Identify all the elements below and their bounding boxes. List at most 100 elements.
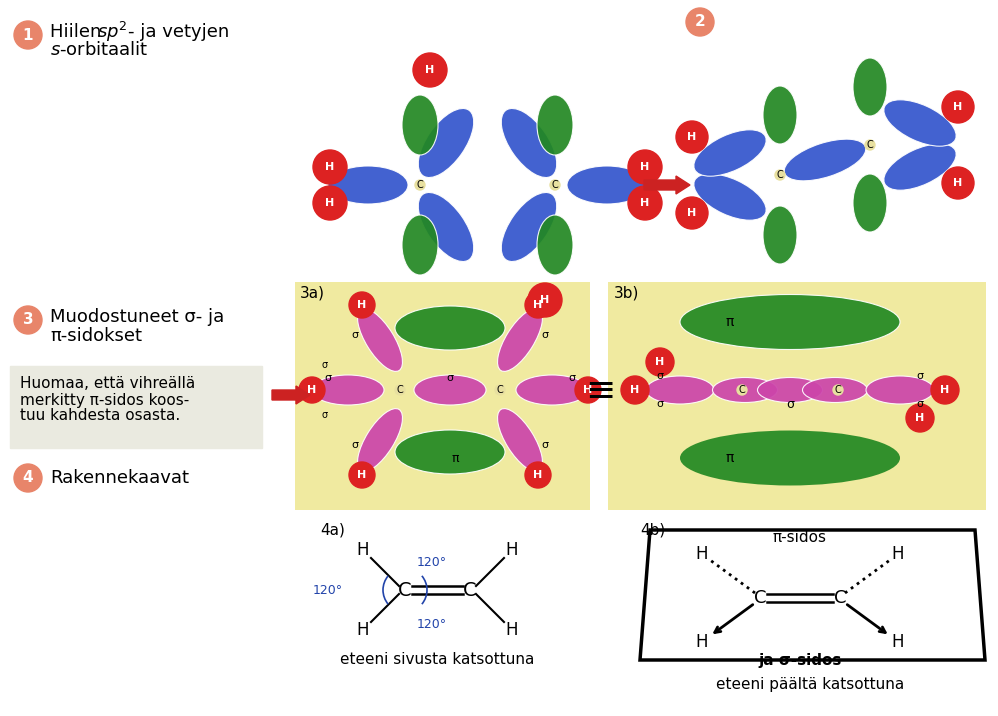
Circle shape bbox=[775, 170, 785, 180]
Ellipse shape bbox=[884, 144, 956, 190]
Text: Muodostuneet σ- ja: Muodostuneet σ- ja bbox=[50, 308, 225, 326]
Text: C: C bbox=[753, 589, 766, 607]
Ellipse shape bbox=[680, 294, 900, 349]
Ellipse shape bbox=[414, 375, 486, 405]
Ellipse shape bbox=[357, 409, 402, 471]
Text: π: π bbox=[726, 451, 735, 465]
Ellipse shape bbox=[784, 139, 865, 181]
Circle shape bbox=[942, 167, 974, 199]
Text: H: H bbox=[656, 357, 665, 367]
Text: σ: σ bbox=[322, 360, 328, 370]
Ellipse shape bbox=[680, 430, 900, 485]
Circle shape bbox=[942, 91, 974, 123]
Text: π-sidos: π-sidos bbox=[773, 531, 827, 546]
Ellipse shape bbox=[498, 409, 543, 471]
Text: H: H bbox=[506, 621, 518, 639]
Circle shape bbox=[931, 376, 959, 404]
Text: C: C bbox=[416, 180, 423, 190]
Text: 4b): 4b) bbox=[640, 523, 666, 538]
Text: H: H bbox=[688, 132, 697, 142]
Text: C: C bbox=[497, 385, 503, 395]
Text: H: H bbox=[953, 102, 963, 112]
Text: σ: σ bbox=[351, 330, 358, 340]
Text: ja σ-sidos: ja σ-sidos bbox=[758, 652, 841, 667]
Ellipse shape bbox=[567, 166, 647, 204]
Text: σ: σ bbox=[657, 371, 664, 381]
Ellipse shape bbox=[646, 376, 714, 404]
Ellipse shape bbox=[312, 375, 384, 405]
Ellipse shape bbox=[694, 174, 766, 221]
Text: σ: σ bbox=[542, 330, 549, 340]
Circle shape bbox=[14, 464, 42, 492]
Text: 3a): 3a) bbox=[300, 286, 325, 301]
Ellipse shape bbox=[328, 166, 408, 204]
Text: π: π bbox=[726, 315, 735, 329]
Text: H: H bbox=[356, 541, 369, 559]
Text: H: H bbox=[940, 385, 950, 395]
Ellipse shape bbox=[418, 108, 474, 178]
Circle shape bbox=[413, 53, 447, 87]
Circle shape bbox=[299, 377, 325, 403]
Circle shape bbox=[676, 121, 708, 153]
FancyBboxPatch shape bbox=[295, 282, 590, 510]
Circle shape bbox=[575, 377, 601, 403]
Ellipse shape bbox=[802, 377, 867, 402]
Ellipse shape bbox=[853, 58, 887, 116]
Ellipse shape bbox=[884, 100, 956, 146]
Text: Rakennekaavat: Rakennekaavat bbox=[50, 469, 189, 487]
Text: C: C bbox=[866, 140, 873, 150]
Circle shape bbox=[528, 283, 562, 317]
Ellipse shape bbox=[418, 193, 474, 261]
Text: C: C bbox=[739, 385, 746, 395]
Circle shape bbox=[349, 462, 375, 488]
Text: H: H bbox=[506, 541, 518, 559]
Ellipse shape bbox=[498, 309, 543, 372]
Text: Huomaa, että vihreällä: Huomaa, että vihreällä bbox=[20, 377, 196, 392]
Text: H: H bbox=[631, 385, 640, 395]
Text: tuu kahdesta osasta.: tuu kahdesta osasta. bbox=[20, 409, 181, 423]
Text: C: C bbox=[552, 180, 558, 190]
Text: H: H bbox=[892, 545, 904, 563]
Circle shape bbox=[906, 404, 934, 432]
Text: H: H bbox=[357, 470, 366, 480]
Text: C: C bbox=[463, 581, 477, 599]
Ellipse shape bbox=[757, 377, 822, 402]
Text: H: H bbox=[641, 198, 650, 208]
Text: - ja vetyjen: - ja vetyjen bbox=[128, 23, 230, 41]
Text: H: H bbox=[915, 413, 924, 423]
Text: eteeni sivusta katsottuna: eteeni sivusta katsottuna bbox=[339, 652, 534, 667]
Ellipse shape bbox=[501, 108, 557, 178]
Text: σ: σ bbox=[916, 371, 923, 381]
Text: C: C bbox=[834, 385, 841, 395]
Text: H: H bbox=[356, 621, 369, 639]
Text: 1: 1 bbox=[23, 27, 33, 42]
Ellipse shape bbox=[395, 306, 505, 350]
Text: 120°: 120° bbox=[417, 556, 447, 569]
Text: H: H bbox=[641, 162, 650, 172]
Circle shape bbox=[14, 306, 42, 334]
Text: H: H bbox=[533, 470, 543, 480]
Circle shape bbox=[621, 376, 649, 404]
Text: H: H bbox=[584, 385, 593, 395]
Ellipse shape bbox=[694, 130, 766, 176]
Text: 120°: 120° bbox=[313, 584, 343, 596]
Text: 2: 2 bbox=[695, 14, 706, 29]
Text: H: H bbox=[688, 208, 697, 218]
Ellipse shape bbox=[866, 376, 934, 404]
Circle shape bbox=[395, 385, 405, 395]
FancyBboxPatch shape bbox=[630, 365, 950, 417]
FancyBboxPatch shape bbox=[608, 282, 986, 510]
Ellipse shape bbox=[402, 95, 438, 155]
FancyArrow shape bbox=[644, 176, 690, 194]
Polygon shape bbox=[640, 530, 985, 660]
Ellipse shape bbox=[537, 215, 573, 275]
Circle shape bbox=[495, 385, 505, 395]
Ellipse shape bbox=[763, 86, 797, 144]
Text: σ: σ bbox=[446, 373, 453, 383]
Text: σ: σ bbox=[324, 373, 331, 383]
Ellipse shape bbox=[516, 375, 588, 405]
Text: C: C bbox=[776, 170, 783, 180]
Circle shape bbox=[14, 21, 42, 49]
Text: Hiilen: Hiilen bbox=[50, 23, 107, 41]
Text: H: H bbox=[425, 65, 434, 75]
